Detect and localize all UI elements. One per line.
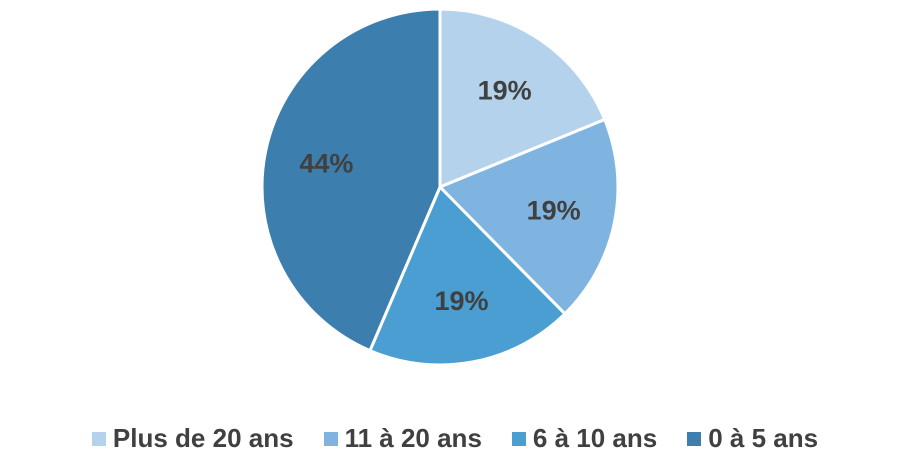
slice-data-label-1: 19%	[527, 195, 581, 225]
pie-slice-0	[438, 7, 607, 190]
legend-label: Plus de 20 ans	[112, 423, 294, 453]
legend-swatch	[687, 431, 702, 446]
pie-slice-3	[260, 7, 442, 353]
chart-legend: Plus de 20 ans 11 à 20 ans 6 à 10 ans 0 …	[0, 420, 910, 457]
legend-item-0-a-5-ans: 0 à 5 ans	[687, 423, 818, 454]
legend-swatch	[511, 431, 526, 446]
legend-swatch	[323, 431, 338, 446]
slice-data-label-2: 19%	[435, 286, 489, 316]
pie-slice-2	[367, 184, 568, 367]
legend-item-11-a-20-ans: 11 à 20 ans	[323, 423, 482, 454]
legend-label: 6 à 10 ans	[532, 423, 658, 453]
legend-item-plus-de-20-ans: Plus de 20 ans	[91, 423, 294, 454]
slice-data-label-0: 19%	[478, 76, 532, 106]
legend-label: 0 à 5 ans	[708, 423, 819, 453]
pie-chart: 19% 19% 19% 44%	[260, 7, 620, 367]
legend-swatch	[91, 431, 106, 446]
legend-item-6-a-10-ans: 6 à 10 ans	[511, 423, 658, 454]
pie-slice-1	[437, 117, 620, 316]
slice-data-label-3: 44%	[299, 149, 353, 179]
legend-label: 11 à 20 ans	[344, 423, 482, 453]
